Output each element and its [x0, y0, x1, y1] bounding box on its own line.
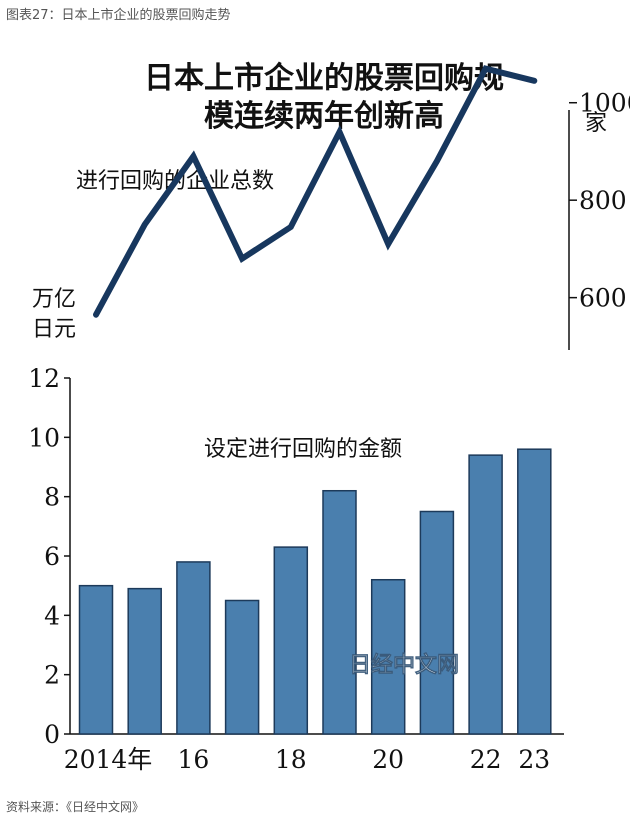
bar-y-tick-label: 4 [44, 601, 60, 630]
bar-y-tick-label: 10 [28, 423, 60, 452]
line-points [95, 68, 535, 315]
chart-title-line2: 模连续两年创新高 [204, 99, 444, 134]
bar-x-ticks: 2014年 16 18 20 22 23 [64, 745, 551, 774]
bars [78, 448, 552, 735]
bar-2019 [322, 489, 357, 735]
bar-2017 [224, 599, 260, 735]
buyback-chart: 日本上市企业的股票回购规 模连续两年创新高 进行回购的企业总数 家 100080… [28, 61, 640, 774]
bar-2020 [370, 578, 406, 735]
bar-y-tick-label: 6 [44, 542, 60, 571]
figure-caption: 图表27：日本上市企业的股票回购走势 [6, 8, 231, 23]
bar-2022 [468, 454, 503, 735]
bar-x-tick-label: 22 [470, 745, 502, 774]
bar-2016 [176, 561, 211, 735]
bar-2023 [517, 448, 552, 735]
bar-2015 [127, 587, 162, 735]
bar-x-tick-label: 23 [518, 745, 550, 774]
bar-x-tick-label: 18 [275, 745, 307, 774]
bar-y-tick-label: 8 [44, 483, 60, 512]
bar-series-label: 设定进行回购的金额 [204, 437, 402, 462]
chart-title-line1: 日本上市企业的股票回购规 [144, 61, 504, 96]
bar-x-tick-label: 16 [177, 745, 209, 774]
bar-y-tick-label: 12 [28, 364, 60, 393]
line-y-tick-label: 800 [579, 186, 627, 215]
bar-y-ticks: 12 10 8 6 4 2 0 [28, 364, 70, 749]
bar-x-tick-label: 20 [372, 745, 404, 774]
chart-card: 日本上市企业的股票回购规 模连续两年创新高 进行回购的企业总数 家 100080… [4, 40, 640, 785]
source-note: 资料来源：《日经中文网》 [6, 800, 145, 814]
line-y-tick-label: 600 [579, 284, 627, 313]
line-y-tick-label: 1000 [579, 89, 630, 118]
bar-y-tick-label: 2 [44, 661, 60, 690]
bar-unit-label-line2: 日元 [32, 317, 76, 342]
bar-unit-label-line1: 万亿 [32, 287, 76, 312]
line-series-path [93, 65, 538, 318]
bar-y-tick-label: 0 [44, 720, 60, 749]
bar-2018 [273, 546, 309, 735]
bar-2021 [419, 510, 455, 735]
line-y-ticks: 1000 800 600 [569, 89, 640, 313]
bar-2014 [78, 584, 114, 735]
bar-x-tick-label: 2014年 [64, 745, 153, 774]
watermark-text: 日经中文网 [349, 652, 459, 678]
line-unit-label: 家 [585, 111, 607, 136]
